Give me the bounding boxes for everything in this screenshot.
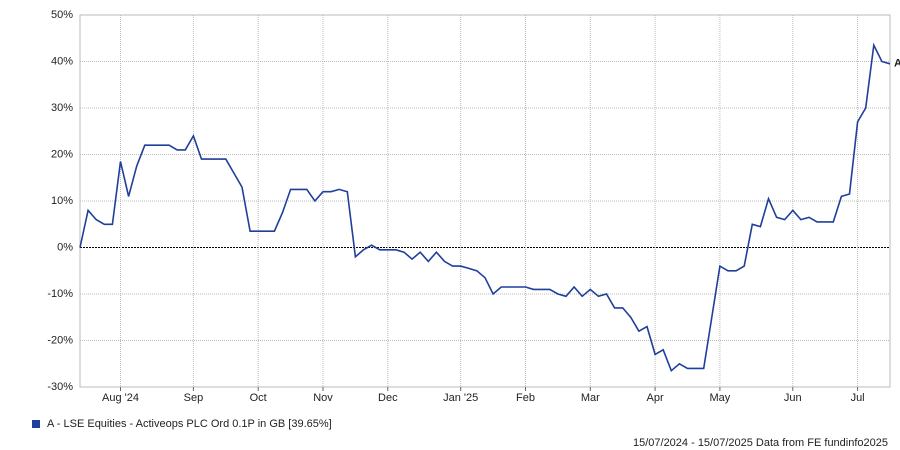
- x-tick-label: Oct: [250, 392, 267, 404]
- y-tick-label: -30%: [47, 381, 73, 393]
- x-tick-label: Feb: [516, 392, 535, 404]
- y-tick-label: -20%: [47, 334, 73, 346]
- x-tick-label: Dec: [378, 392, 398, 404]
- y-tick-label: 40%: [51, 55, 73, 67]
- x-tick-label: Nov: [313, 392, 333, 404]
- end-label: A: [894, 58, 900, 70]
- x-tick-label: Jan '25: [443, 392, 478, 404]
- legend-swatch: [32, 420, 40, 428]
- legend-label: A - LSE Equities - Activeops PLC Ord 0.1…: [47, 418, 332, 430]
- y-tick-label: 10%: [51, 195, 73, 207]
- series-line: [79, 42, 891, 373]
- x-tick-label: Sep: [184, 392, 204, 404]
- y-tick-label: -10%: [47, 288, 73, 300]
- y-tick-label: 0%: [57, 241, 73, 253]
- x-tick-label: Aug '24: [102, 392, 139, 404]
- x-tick-label: Apr: [647, 392, 664, 404]
- y-tick-label: 20%: [51, 148, 73, 160]
- x-tick-label: Jun: [784, 392, 802, 404]
- y-tick-label: 30%: [51, 102, 73, 114]
- x-tick-label: Mar: [581, 392, 600, 404]
- x-tick-label: May: [710, 392, 731, 404]
- footer: 15/07/2024 - 15/07/2025 Data from FE fun…: [633, 437, 888, 449]
- x-tick-label: Jul: [851, 392, 865, 404]
- y-tick-label: 50%: [51, 9, 73, 21]
